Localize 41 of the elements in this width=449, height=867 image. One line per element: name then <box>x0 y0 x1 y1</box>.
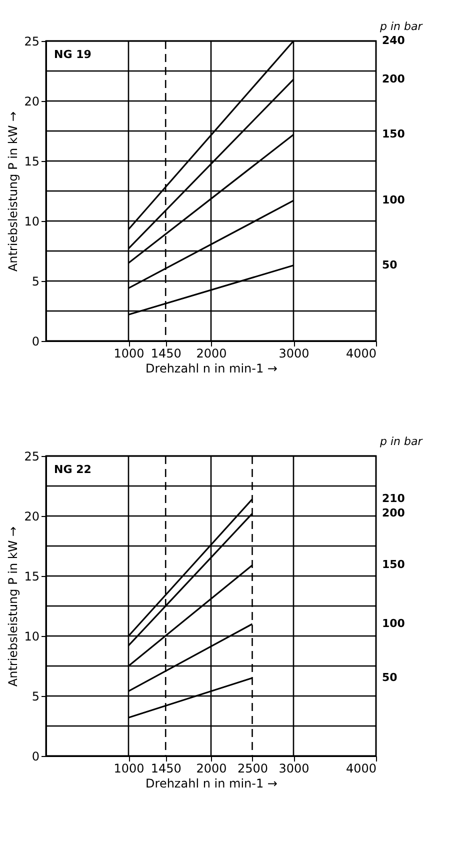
annotation: NG 22 <box>54 463 92 476</box>
annotation: NG 19 <box>54 48 92 61</box>
x-tick-label: 1450 <box>150 346 182 360</box>
x-axis-title: Drehzahl n in min-1 → <box>146 362 278 376</box>
y-tick-label: 5 <box>32 274 40 288</box>
text: 50 <box>382 671 398 684</box>
x-tick-label: 1450 <box>150 762 182 776</box>
y-tick-label: 5 <box>32 690 40 704</box>
x-tick-label: 2500 <box>237 762 268 776</box>
y-tick-label: 25 <box>24 450 40 464</box>
text: 210 <box>382 492 406 506</box>
y-axis-title: Antriebsleistung P in kW → <box>6 526 20 687</box>
x-tick-label: 2000 <box>196 346 227 360</box>
x-tick-label: 3000 <box>278 762 310 776</box>
x-tick-label: 4000 <box>346 762 376 776</box>
y-tick-label: 15 <box>24 154 40 168</box>
x-tick-label: 1000 <box>114 762 144 776</box>
y-tick-label: 20 <box>24 510 40 524</box>
text: 100 <box>382 617 406 630</box>
y-tick-label: 0 <box>32 334 40 348</box>
y-tick-label: 25 <box>24 34 40 48</box>
x-axis-title: Drehzahl n in min-1 → <box>146 776 278 790</box>
text: 200 <box>382 72 406 86</box>
text: 100 <box>382 194 406 207</box>
x-tick-label: 1000 <box>114 346 144 360</box>
y-tick-label: 20 <box>24 94 40 108</box>
y-tick-label: 10 <box>24 630 40 644</box>
legend-title: p in bar <box>379 435 424 448</box>
x-tick-label: 2000 <box>196 762 227 776</box>
text: 50 <box>382 258 398 272</box>
y-axis-title: Antriebsleistung P in kW → <box>6 111 20 272</box>
x-tick-label: 4000 <box>346 346 376 360</box>
legend-title: p in bar <box>379 20 424 33</box>
text: 200 <box>382 506 406 520</box>
x-tick-label: 3000 <box>278 346 310 360</box>
text: 150 <box>382 558 406 572</box>
y-tick-label: 15 <box>24 570 40 584</box>
y-tick-label: 0 <box>32 750 40 764</box>
y-tick-label: 10 <box>24 214 40 228</box>
text: 150 <box>382 128 406 141</box>
text: 240 <box>382 34 406 47</box>
